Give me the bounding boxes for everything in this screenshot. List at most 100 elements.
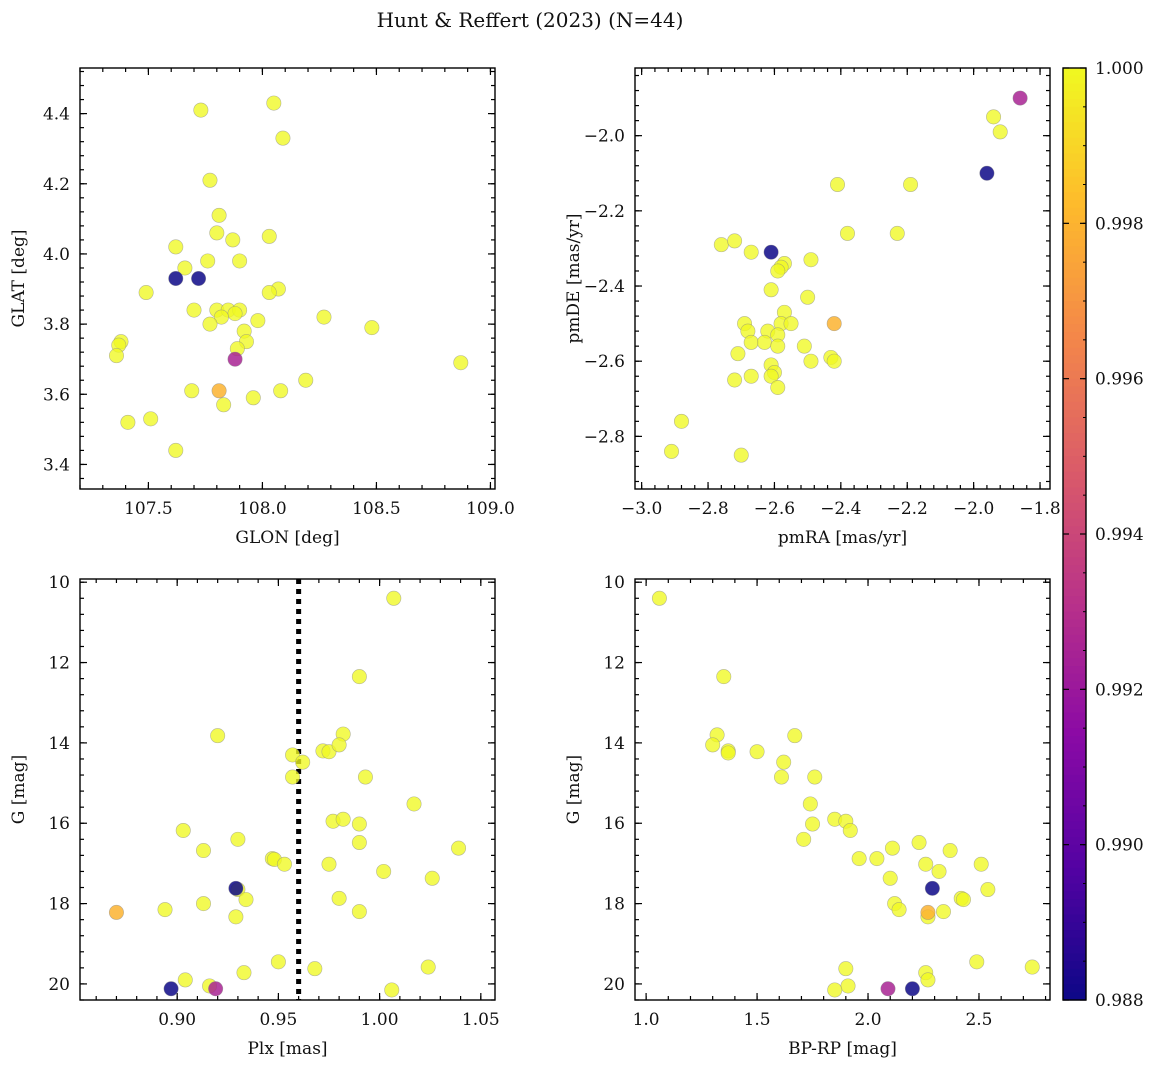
colorbar-segment [1063,541,1086,551]
scatter-point [273,383,289,399]
ytick-label: 4.2 [43,175,70,195]
colorbar-segment [1063,464,1086,473]
scatter-point [357,769,373,785]
scatter-point [228,909,244,925]
scatter-point [451,840,467,856]
scatter-point [756,334,772,350]
ytick-label: 10 [603,573,625,593]
colorbar-segment [1063,184,1086,193]
scatter-point [351,904,367,920]
scatter-point [869,851,885,867]
ticks-bprp-g [635,579,1050,1001]
scatter-point [351,835,367,851]
colorbar-segment [1063,176,1086,186]
colorbar-segment [1063,363,1086,372]
scatter-point [807,769,823,785]
colorbar-segment [1063,285,1086,294]
colorbar-segment [1063,456,1086,465]
colorbar-segment [1063,627,1086,636]
scatter-point [924,880,940,896]
ytick-label: 18 [48,895,70,915]
scatter-point [168,270,184,286]
scatter-point [884,840,900,856]
scatter-point [727,233,743,249]
xtick-label: 0.95 [259,1010,297,1030]
scatter-point [882,870,898,886]
ticks-plx-g [80,579,495,1001]
colorbar-segment [1063,984,1086,993]
ytick-label: 10 [48,573,70,593]
colorbar-segment [1063,409,1086,419]
xaxis-label: BP-RP [mag] [788,1039,897,1059]
colorbar-segment [1063,448,1086,457]
scatter-point [230,831,246,847]
colorbar-segment [1063,487,1086,496]
panel-plx-g: 0.90 0.95 1.00 1.05 10 12 14 16 18 20 Plx [mas] G [… [9,573,500,1059]
colorbar-segment [1063,976,1086,986]
scatter-point [351,669,367,685]
colorbar-segment [1063,666,1086,675]
scatter-point [920,972,936,988]
scatter-point [911,835,927,851]
xtick-label: 108.5 [352,499,401,519]
scatter-point [406,796,422,812]
scatter-point [216,397,232,413]
ytick-label: 20 [48,975,70,995]
scatter-point [211,383,227,399]
ticks-pmra-pmde [635,68,1050,489]
colorbar-segment [1063,433,1086,442]
ytick-label: 14 [603,734,625,754]
scatter-point [316,309,332,325]
colorbar-segment [1063,269,1086,279]
colorbar-segment [1063,580,1086,589]
scatter-point [713,237,729,253]
colorbar-segment [1063,106,1086,116]
ytick-label: 3.8 [43,315,70,335]
colorbar-segment [1063,223,1086,232]
colorbar-segment [1063,394,1086,403]
scatter-point [138,285,154,301]
colorbar-segment [1063,231,1086,240]
scatter-point [261,228,277,244]
colorbar-segment [1063,238,1086,248]
colorbar-segment [1063,277,1086,287]
scatter-point [266,95,282,111]
scatter-point [307,961,323,977]
colorbar-segment [1063,316,1086,325]
colorbar-segment [1063,805,1086,815]
scatter-point [840,978,856,994]
colorbar-segment [1063,673,1086,683]
scatter-point [979,165,995,181]
scatter-point [386,590,402,606]
scatter-point [705,737,721,753]
colorbar-segment [1063,611,1086,621]
colorbar-segment [1063,961,1086,970]
scatter-point [364,320,380,336]
scatter-point [826,316,842,332]
scatter-point [826,353,842,369]
colorbar-segment [1063,440,1086,450]
xtick-label: −1.8 [1019,499,1060,519]
colorbar-segment [1063,324,1086,333]
colorbar-segment [1063,534,1086,543]
scatter-point [730,346,746,362]
colorbar-segment [1063,471,1086,481]
ytick-label: 3.4 [43,455,70,475]
scatter-point [918,856,934,872]
colorbar-segment [1063,526,1086,535]
scatter-point [1024,959,1040,975]
scatter-point [986,109,1002,125]
scatter-point [376,863,392,879]
colorbar-segment [1063,743,1086,753]
xtick-label: −2.0 [953,499,994,519]
colorbar-segment [1063,968,1086,978]
scatter-point [800,289,816,305]
xtick-label: 1.00 [361,1010,399,1030]
scatter-point [331,890,347,906]
scatter-point [228,880,244,896]
ytick-label: 12 [48,654,70,674]
colorbar-segment [1063,790,1086,799]
scatter-point [763,368,779,384]
colorbar-segment [1063,836,1086,846]
